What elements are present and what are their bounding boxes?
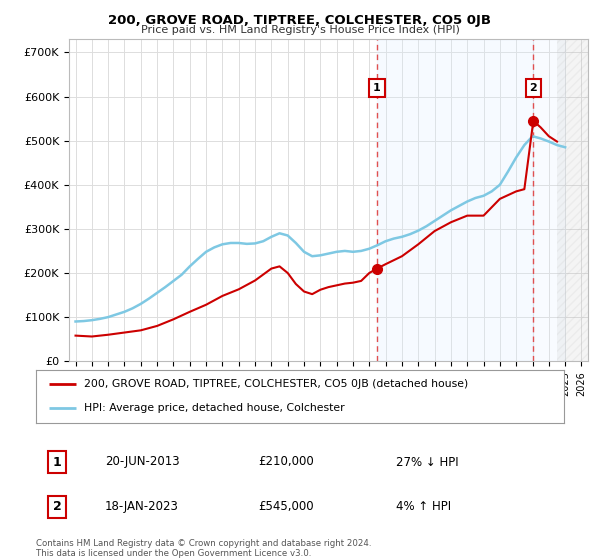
Bar	[557, 39, 588, 361]
Text: Contains HM Land Registry data © Crown copyright and database right 2024.
This d: Contains HM Land Registry data © Crown c…	[36, 539, 371, 558]
Text: 200, GROVE ROAD, TIPTREE, COLCHESTER, CO5 0JB: 200, GROVE ROAD, TIPTREE, COLCHESTER, CO…	[109, 14, 491, 27]
Text: 18-JAN-2023: 18-JAN-2023	[105, 500, 179, 514]
Text: HPI: Average price, detached house, Colchester: HPI: Average price, detached house, Colc…	[83, 403, 344, 413]
Text: 1: 1	[53, 455, 61, 469]
Text: £210,000: £210,000	[258, 455, 314, 469]
Text: 2: 2	[529, 83, 537, 93]
Text: 2: 2	[53, 500, 61, 514]
Text: £545,000: £545,000	[258, 500, 314, 514]
Text: 200, GROVE ROAD, TIPTREE, COLCHESTER, CO5 0JB (detached house): 200, GROVE ROAD, TIPTREE, COLCHESTER, CO…	[83, 379, 468, 389]
Text: 4% ↑ HPI: 4% ↑ HPI	[396, 500, 451, 514]
Text: Price paid vs. HM Land Registry's House Price Index (HPI): Price paid vs. HM Land Registry's House …	[140, 25, 460, 35]
Text: 20-JUN-2013: 20-JUN-2013	[105, 455, 179, 469]
Text: 27% ↓ HPI: 27% ↓ HPI	[396, 455, 458, 469]
Text: 1: 1	[373, 83, 381, 93]
Bar	[533, 39, 565, 361]
Bar	[377, 39, 533, 361]
